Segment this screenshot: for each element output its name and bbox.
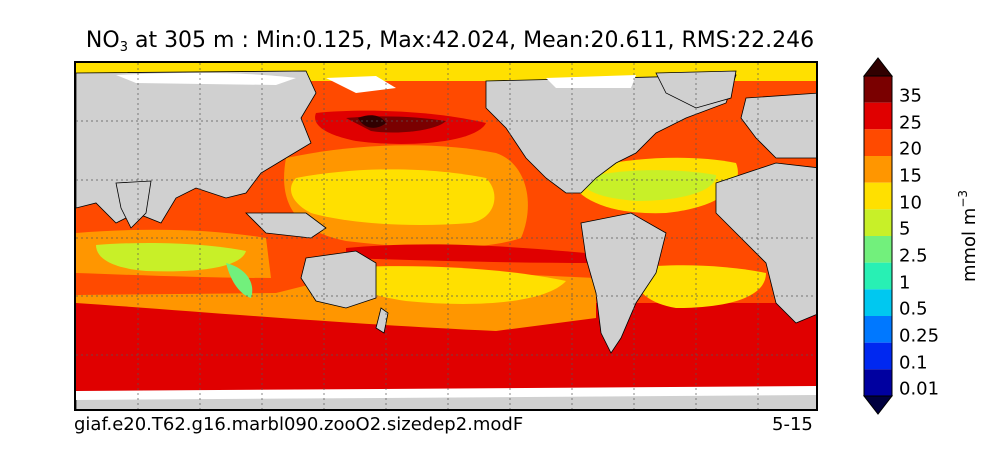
- title-var: NO: [85, 28, 120, 53]
- colorbar-tick-label: 0.1: [899, 352, 928, 374]
- map-svg: [76, 63, 816, 409]
- colorbar-segment: [864, 209, 892, 236]
- colorbar-tick-label: 5: [899, 218, 911, 240]
- colorbar-tick-label: 2.5: [899, 245, 928, 267]
- ice-arctic-america: [546, 75, 636, 88]
- north-america: [485, 74, 737, 194]
- colorbar-border: [863, 75, 893, 397]
- colorbar-tick-label: 1: [899, 272, 911, 294]
- title-stats: at 305 m : Min:0.125, Max:42.024, Mean:2…: [127, 28, 815, 53]
- north-pacific-peak: [358, 115, 386, 128]
- colorbar-segment: [864, 342, 892, 370]
- plot-title: NO3 at 305 m : Min:0.125, Max:42.024, Me…: [0, 28, 900, 55]
- colorbar-under-arrow: [862, 395, 894, 415]
- colorbar-segment: [864, 76, 892, 103]
- africa: [715, 162, 816, 324]
- ice-arctic-pacific: [326, 76, 396, 93]
- south-atlantic-gyre: [635, 265, 766, 308]
- colorbar-over-arrow: [862, 57, 894, 77]
- colorbar-tick-label: 0.25: [899, 325, 940, 347]
- equatorial-pacific: [346, 244, 596, 263]
- title-var-subscript: 3: [119, 40, 128, 55]
- colorbar-segment: [864, 102, 892, 130]
- colorbar-tick-label: 20: [899, 138, 922, 160]
- colorbar-segment: [864, 129, 892, 156]
- maritime-continent: [245, 212, 327, 239]
- colorbar-segment: [864, 156, 892, 183]
- colorbar-unit: mmol m−3: [956, 190, 980, 282]
- ocean-map: [74, 61, 818, 411]
- colorbar: [858, 54, 898, 418]
- north-pacific-gyre: [291, 169, 495, 225]
- australia: [300, 250, 377, 309]
- sea-ice: [76, 72, 816, 400]
- colorbar-segment: [864, 236, 892, 263]
- south-america: [580, 212, 667, 354]
- colorbar-tick-label: 0.01: [899, 378, 940, 400]
- indian-green: [226, 263, 253, 298]
- colorbar-segment: [864, 182, 892, 210]
- ice-arctic-eurasia: [116, 72, 296, 85]
- unit-text: mmol m: [959, 207, 980, 283]
- year-range: 5-15: [772, 414, 813, 435]
- colorbar-tick-label: 15: [899, 165, 922, 187]
- colorbar-segment: [864, 369, 892, 396]
- colorbar-tick-label: 35: [899, 85, 922, 107]
- colorbar-tick-label: 10: [899, 192, 922, 214]
- colorbar-tick-label: 25: [899, 112, 922, 134]
- colorbar-segment: [864, 289, 892, 316]
- colorbar-segment: [864, 262, 892, 290]
- colorbar-tick-label: 0.5: [899, 298, 928, 320]
- new-zealand: [375, 307, 389, 334]
- case-name: giaf.e20.T62.g16.marbl090.zooO2.sizedep2…: [74, 414, 524, 435]
- unit-exponent: −3: [956, 189, 970, 208]
- ice-antarctic: [76, 386, 816, 400]
- south-pacific-gyre: [336, 266, 566, 304]
- colorbar-segment: [864, 316, 892, 343]
- graticule: [76, 63, 816, 409]
- sargasso-low: [581, 170, 716, 201]
- india: [115, 180, 152, 229]
- south-indian-low: [96, 243, 246, 272]
- colorbar-svg: [862, 57, 894, 415]
- europe: [740, 92, 816, 159]
